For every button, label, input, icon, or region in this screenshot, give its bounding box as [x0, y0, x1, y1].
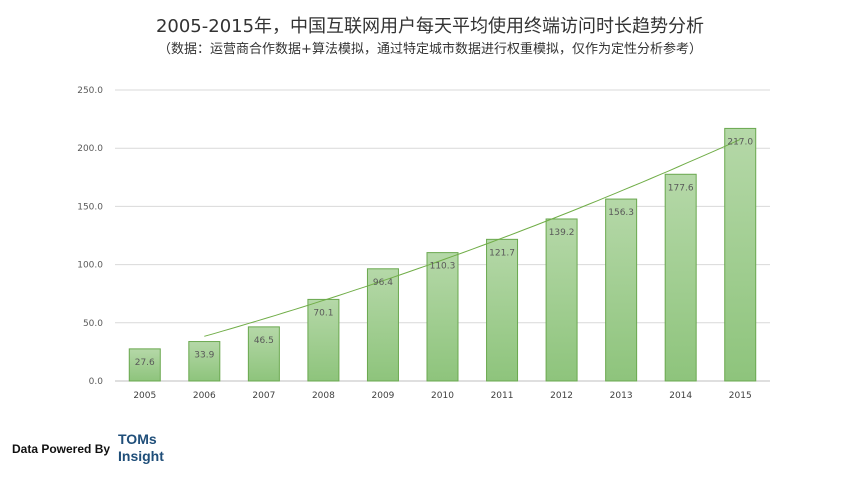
y-tick-label: 50.0 — [83, 319, 103, 329]
x-tick-label: 2006 — [193, 391, 216, 401]
data-label: 70.1 — [313, 308, 333, 318]
data-label: 27.6 — [135, 358, 155, 368]
y-tick-label: 250.0 — [77, 86, 103, 96]
bar-2006 — [188, 341, 221, 382]
bar-2012 — [545, 218, 578, 382]
bar-2010 — [426, 252, 459, 382]
y-tick-label: 150.0 — [77, 202, 103, 212]
brand-line-1: TOMs — [118, 431, 157, 447]
y-tick-label: 200.0 — [77, 144, 103, 154]
data-label: 156.3 — [608, 208, 634, 218]
x-tick-label: 2015 — [729, 391, 752, 401]
data-label: 33.9 — [194, 351, 214, 361]
bar-2005 — [128, 348, 161, 382]
data-label: 110.3 — [430, 262, 456, 272]
x-tick-label: 2013 — [610, 391, 633, 401]
data-label: 139.2 — [549, 228, 575, 238]
trend-line — [204, 138, 741, 337]
data-powered-by-label: Data Powered By — [12, 442, 111, 456]
x-tick-label: 2008 — [312, 391, 335, 401]
y-tick-label: 100.0 — [77, 261, 103, 271]
bar-2015 — [724, 127, 757, 382]
bar-2009 — [366, 268, 399, 382]
data-label: 177.6 — [668, 183, 694, 193]
bar-2013 — [605, 198, 638, 382]
bar-2008 — [307, 298, 340, 382]
data-label: 121.7 — [489, 248, 515, 258]
data-label: 46.5 — [254, 336, 274, 346]
bar-2014 — [664, 173, 697, 382]
x-tick-label: 2011 — [491, 391, 514, 401]
x-tick-label: 2014 — [669, 391, 692, 401]
x-tick-label: 2012 — [550, 391, 573, 401]
data-label: 96.4 — [373, 278, 393, 288]
chart-subtitle: （数据：运营商合作数据+算法模拟，通过特定城市数据进行权重模拟，仅作为定性分析参… — [158, 42, 702, 57]
y-tick-label: 0.0 — [89, 377, 104, 387]
bar-2011 — [486, 238, 519, 382]
bar-2007 — [247, 326, 280, 382]
brand-line-2: Insight — [118, 448, 164, 464]
chart-title: 2005-2015年，中国互联网用户每天平均使用终端访问时长趋势分析 — [155, 16, 705, 37]
x-tick-label: 2005 — [133, 391, 156, 401]
data-label: 217.0 — [727, 137, 753, 147]
x-tick-label: 2010 — [431, 391, 454, 401]
x-tick-label: 2007 — [252, 391, 275, 401]
toms-insight-logo: TOMs Insight — [118, 431, 164, 465]
x-tick-label: 2009 — [372, 391, 395, 401]
